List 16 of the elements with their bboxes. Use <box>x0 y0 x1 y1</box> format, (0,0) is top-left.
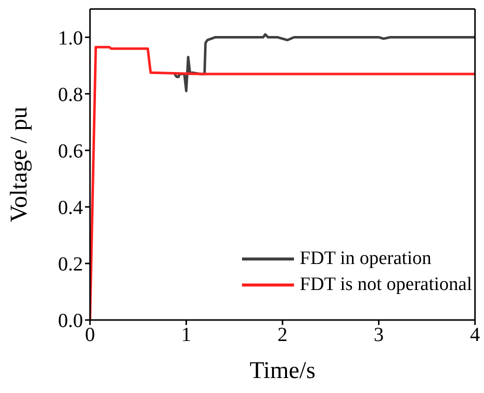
line-series <box>173 33 475 92</box>
y-axis-title: Voltage / pu <box>6 106 33 222</box>
y-tick-label: 0.4 <box>58 197 83 220</box>
x-axis-title: Time/s <box>250 358 316 384</box>
x-tick-label: 2 <box>278 324 288 346</box>
y-tick-label: 1.0 <box>58 27 83 50</box>
y-tick-label: 0.2 <box>58 254 83 276</box>
x-tick-label: 4 <box>470 324 480 346</box>
legend-label: FDT is not operational <box>300 273 472 297</box>
x-tick-label: 3 <box>374 324 384 346</box>
x-tick-label: 0 <box>85 324 95 346</box>
y-tick-label: 0.0 <box>58 310 83 332</box>
x-tick-label: 1 <box>181 324 192 346</box>
y-tick-label: 0.8 <box>58 84 83 106</box>
y-tick-label: 0.6 <box>58 140 83 162</box>
legend-label: FDT in operation <box>300 247 432 271</box>
